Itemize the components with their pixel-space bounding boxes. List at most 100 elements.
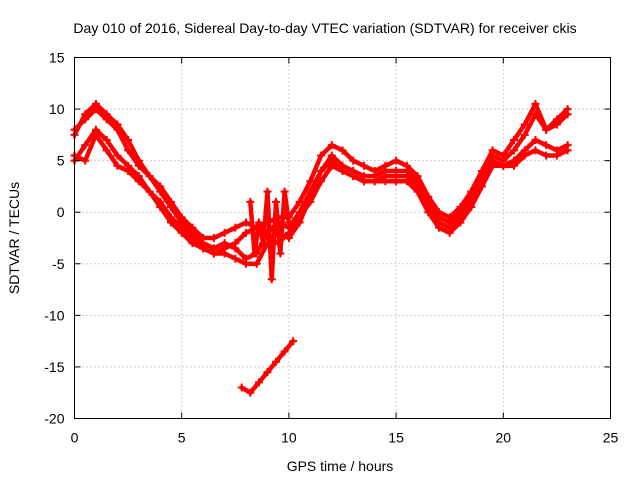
data-point	[280, 187, 289, 196]
data-point	[242, 228, 251, 237]
data-point	[510, 146, 519, 155]
data-point	[542, 141, 551, 150]
data-point	[520, 120, 529, 129]
data-point	[424, 208, 433, 217]
data-point	[359, 161, 368, 170]
data-point	[91, 130, 100, 139]
data-point	[188, 239, 197, 248]
data-point	[124, 146, 133, 155]
data-point	[134, 177, 143, 186]
data-point	[289, 337, 298, 346]
data-point	[134, 161, 143, 170]
data-point	[284, 218, 293, 227]
data-point	[327, 161, 336, 170]
y-axis-label: SDTVAR / TECUs	[6, 182, 22, 294]
data-point	[542, 151, 551, 160]
data-point	[531, 99, 540, 108]
data-point	[349, 172, 358, 181]
data-point	[392, 156, 401, 165]
data-point	[145, 187, 154, 196]
data-point	[259, 239, 268, 248]
x-tick-label: 0	[71, 430, 79, 446]
data-point	[402, 177, 411, 186]
data-point	[113, 161, 122, 170]
data-point	[520, 151, 529, 160]
data-point	[102, 146, 111, 155]
data-point	[113, 151, 122, 160]
data-point	[272, 357, 281, 366]
data-point	[531, 146, 540, 155]
data-point	[370, 177, 379, 186]
series-line	[248, 189, 292, 282]
series-spikes	[246, 187, 293, 284]
y-tick-label: -15	[44, 359, 64, 375]
data-point	[531, 136, 540, 145]
data-point	[327, 141, 336, 150]
data-point	[220, 228, 229, 237]
data-point	[552, 120, 561, 129]
data-point	[563, 146, 572, 155]
y-tick-label: -5	[52, 256, 65, 272]
data-point	[434, 223, 443, 232]
data-point	[209, 234, 218, 242]
y-tick-label: 15	[49, 50, 65, 66]
data-point	[177, 228, 186, 237]
data-point	[295, 213, 304, 222]
data-point	[413, 187, 422, 196]
data-point	[124, 136, 133, 145]
data-point	[317, 166, 326, 175]
data-point	[284, 228, 293, 237]
chart-title: Day 010 of 2016, Sidereal Day-to-day VTE…	[73, 20, 576, 36]
data-point	[220, 244, 229, 253]
data-point	[81, 156, 90, 165]
data-point	[252, 259, 261, 268]
data-point	[237, 383, 246, 392]
x-tick-label: 5	[178, 430, 186, 446]
data-point	[91, 105, 100, 114]
data-point	[467, 203, 476, 212]
grid-lines	[74, 57, 611, 419]
plot-frame	[74, 57, 611, 419]
data-point	[552, 151, 561, 160]
data-point	[306, 197, 315, 206]
data-point	[102, 115, 111, 124]
data-point	[156, 203, 165, 212]
data-point	[209, 249, 218, 258]
data-point	[392, 177, 401, 186]
y-tick-label: 5	[57, 153, 65, 169]
y-tick-label: 0	[57, 204, 65, 220]
data-point	[81, 141, 90, 150]
data-point	[263, 368, 272, 377]
data-point	[531, 110, 540, 119]
data-point	[254, 378, 263, 387]
data-point	[488, 161, 497, 170]
data-point	[276, 249, 285, 258]
series-layer	[70, 99, 572, 397]
y-tick-label: -20	[44, 411, 64, 427]
data-point	[242, 218, 251, 227]
data-point	[520, 130, 529, 139]
x-tick-label: 10	[281, 430, 297, 446]
data-point	[231, 223, 240, 232]
x-tick-label: 20	[496, 430, 512, 446]
x-axis-label: GPS time / hours	[287, 458, 394, 474]
data-point	[359, 177, 368, 186]
data-point	[445, 228, 454, 237]
data-point	[338, 146, 347, 155]
y-tick-label: -10	[44, 307, 64, 323]
data-point	[156, 187, 165, 196]
data-point	[338, 166, 347, 175]
data-point	[250, 249, 259, 258]
series-low-segment	[237, 337, 298, 397]
data-point	[231, 239, 240, 248]
data-point	[145, 172, 154, 181]
data-point	[113, 125, 122, 134]
x-tick-label: 25	[603, 430, 619, 446]
data-point	[317, 177, 326, 186]
data-point	[102, 136, 111, 145]
data-point	[280, 347, 289, 356]
series-track-4	[70, 130, 572, 258]
data-point	[510, 136, 519, 145]
data-point	[295, 197, 304, 206]
